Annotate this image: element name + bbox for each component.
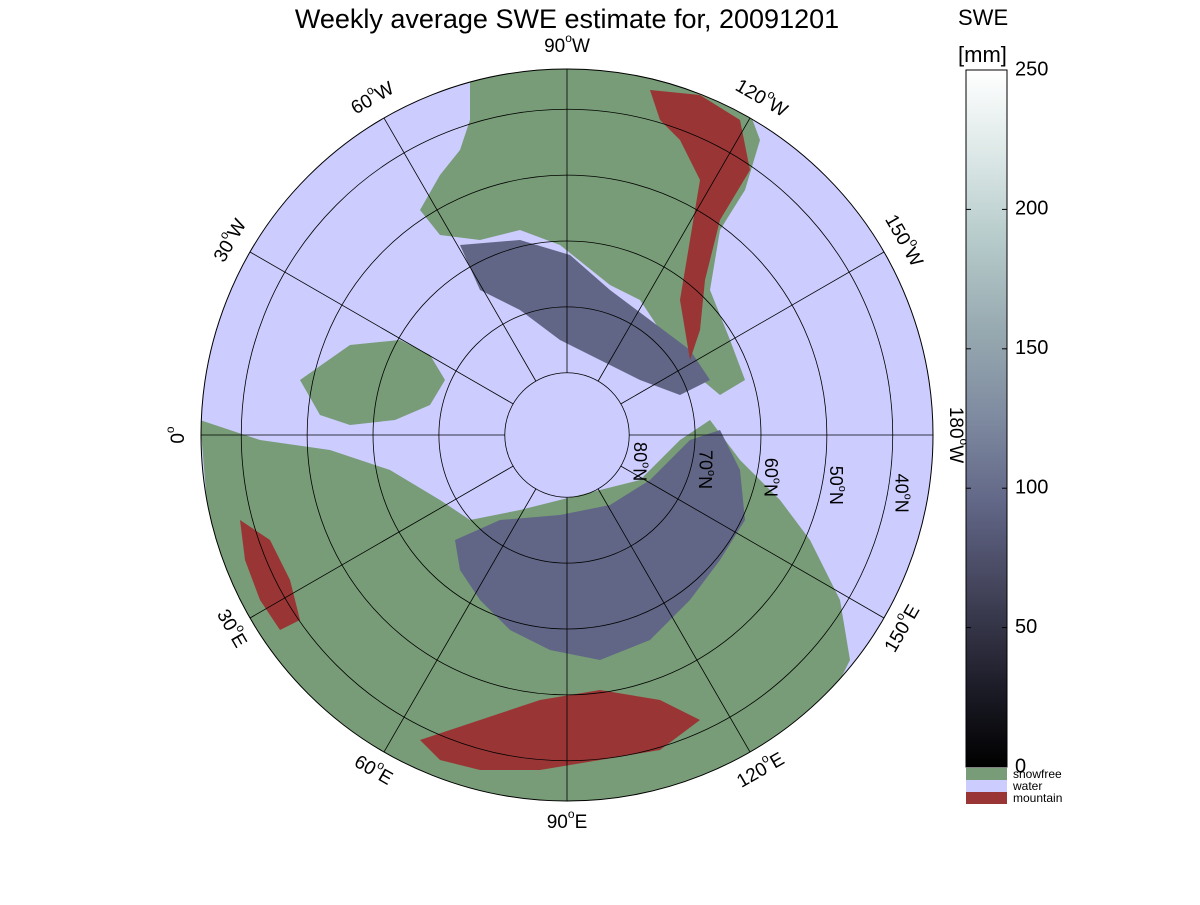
colorbar-ticks: 0 50 100 150 200 250 (966, 58, 1048, 777)
mountain-rockies (650, 90, 750, 360)
meridian-label: 90oW (544, 31, 590, 57)
parallel-label: 50oN (826, 466, 848, 505)
graticule (201, 69, 933, 801)
parallel-label: 70oN (695, 450, 717, 489)
landmasses (201, 69, 850, 801)
snow-eurasia (455, 430, 745, 660)
mountain-europe (240, 520, 300, 630)
meridian-line (249, 465, 514, 619)
colorbar-tick-label: 150 (1015, 337, 1048, 359)
colorbar-title-line2: [mm] (958, 42, 1007, 67)
parallel-labels: 80oN 70oN 60oN 50oN 40oN (630, 442, 913, 513)
map-boundary (200, 68, 934, 802)
meridian-line (383, 117, 537, 382)
parallel-label: 80oN (630, 442, 652, 481)
meridian-line (620, 465, 885, 619)
colorbar: SWE [mm] 0 50 100 150 200 250 snowfreewatermo… (958, 5, 1062, 805)
colorbar-bar (965, 69, 1008, 768)
land-greenland (300, 340, 445, 425)
meridian-label: 60oW (345, 74, 398, 119)
parallel-label: 40oN (892, 474, 914, 513)
legend-label-mountain: mountain (1013, 791, 1062, 805)
legend-swatch-snowfree (966, 768, 1007, 780)
colorbar-tick-label: 0 (1015, 755, 1026, 777)
snow-north-america (460, 240, 710, 395)
meridian-line (620, 251, 885, 405)
colorbar-tick-label: 100 (1015, 476, 1048, 498)
parallel-label: 60oN (761, 458, 783, 497)
meridian-line (383, 488, 537, 753)
colorbar-tick-label: 50 (1015, 616, 1037, 638)
meridian-label: 30oW (206, 213, 251, 266)
meridian-line (249, 251, 514, 405)
polar-map: 90oW120oW150oW180oW150oE120oE90oE60oE30o… (163, 31, 971, 833)
legend-swatch-water (966, 780, 1007, 792)
colorbar-tick-label: 250 (1015, 58, 1048, 80)
meridian-line (597, 117, 751, 382)
meridian-line (597, 488, 751, 753)
meridian-label: 0o (163, 426, 189, 444)
map-title: Weekly average SWE estimate for, 2009120… (295, 4, 839, 34)
colorbar-title-line1: SWE (958, 5, 1008, 30)
legend-swatch-mountain (966, 792, 1007, 804)
colorbar-tick-label: 200 (1015, 198, 1048, 220)
legend-label-snowfree: snowfree (1013, 767, 1062, 781)
meridian-label: 90oE (547, 807, 588, 833)
land-north-america (420, 69, 760, 395)
legend-label-water: water (1012, 779, 1042, 793)
mountain-central-asia (420, 690, 700, 770)
